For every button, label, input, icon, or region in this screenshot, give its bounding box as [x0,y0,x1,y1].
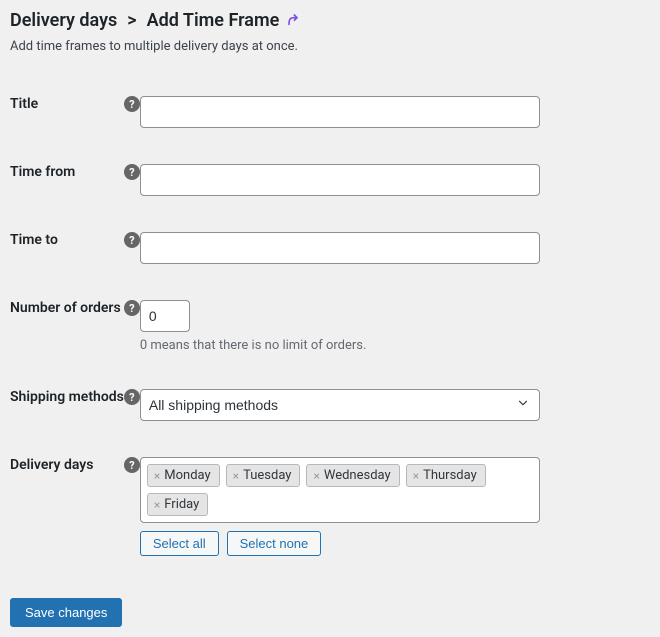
time-to-label: Time to [10,214,124,282]
tag-remove-icon[interactable]: × [233,470,239,482]
tag-remove-icon[interactable]: × [313,470,319,482]
time-to-input[interactable] [140,232,540,264]
page-subtitle: Add time frames to multiple delivery day… [10,39,650,54]
title-input[interactable] [140,96,540,128]
delivery-day-tag[interactable]: × Thursday [406,464,486,487]
number-of-orders-label: Number of orders [10,282,124,371]
delivery-days-tags[interactable]: × Monday × Tuesday × Wednesday × Thursday × Frida… [140,457,540,523]
help-icon[interactable]: ? [124,389,140,405]
time-from-label: Time from [10,146,124,214]
tag-label: Thursday [423,468,477,483]
tag-label: Friday [164,497,199,512]
page-heading: Delivery days > Add Time Frame [10,10,650,31]
help-icon[interactable]: ? [124,457,140,473]
number-of-orders-input[interactable] [140,300,190,332]
help-icon[interactable]: ? [124,164,140,180]
delivery-day-tag[interactable]: × Friday [147,493,208,516]
arrow-up-right-icon [285,11,301,31]
delivery-days-label: Delivery days [10,439,124,574]
tag-label: Monday [164,468,210,483]
help-icon[interactable]: ? [124,96,140,112]
tag-label: Tuesday [243,468,291,483]
tag-remove-icon[interactable]: × [413,470,419,482]
delivery-day-tag[interactable]: × Monday [147,464,220,487]
breadcrumb-current: Add Time Frame [147,10,280,31]
tag-remove-icon[interactable]: × [154,499,160,511]
help-icon[interactable]: ? [124,232,140,248]
breadcrumb-separator: > [127,10,136,31]
select-all-button[interactable]: Select all [140,531,219,556]
delivery-day-tag[interactable]: × Tuesday [226,464,301,487]
save-changes-button[interactable]: Save changes [10,598,122,627]
select-none-button[interactable]: Select none [227,531,322,556]
shipping-methods-label: Shipping methods [10,371,124,439]
time-from-input[interactable] [140,164,540,196]
tag-label: Wednesday [324,468,391,483]
breadcrumb-parent[interactable]: Delivery days [10,10,117,31]
delivery-day-tag[interactable]: × Wednesday [306,464,399,487]
number-of-orders-helper: 0 means that there is no limit of orders… [140,338,650,353]
title-label: Title [10,78,124,146]
tag-remove-icon[interactable]: × [154,470,160,482]
help-icon[interactable]: ? [124,300,140,316]
shipping-methods-select[interactable]: All shipping methods [140,389,540,421]
